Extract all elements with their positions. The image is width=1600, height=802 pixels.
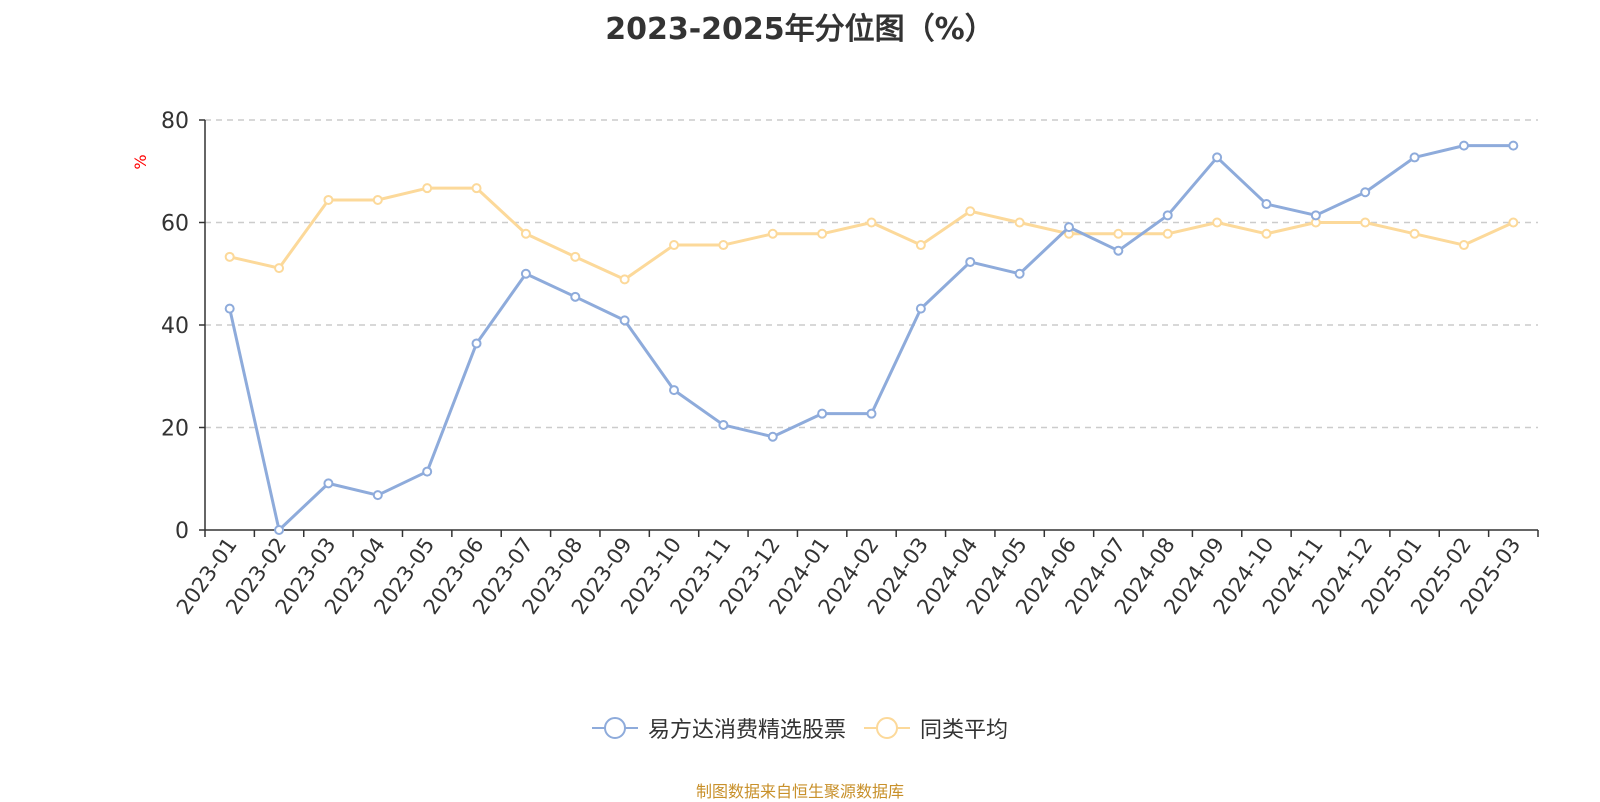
data-point-series-1: [866, 408, 877, 419]
data-point-series-2: [669, 240, 680, 251]
legend-label-series-2: 同类平均: [920, 718, 1009, 743]
data-point-series-1: [520, 268, 531, 279]
chart-title: 2023-2025年分位图（%）: [605, 12, 995, 47]
data-point-series-2: [619, 274, 630, 285]
y-tick-label: 0: [175, 519, 189, 544]
y-tick-label: 60: [161, 212, 189, 237]
data-point-series-2: [1360, 217, 1371, 228]
data-point-series-1: [1261, 199, 1272, 210]
data-point-series-1: [471, 338, 482, 349]
data-point-series-2: [323, 194, 334, 205]
data-point-series-1: [1063, 222, 1074, 233]
data-point-series-1: [1409, 152, 1420, 163]
data-point-series-1: [1360, 187, 1371, 198]
data-point-series-1: [224, 303, 235, 314]
data-point-series-2: [1261, 228, 1272, 239]
data-point-series-2: [866, 217, 877, 228]
data-point-series-2: [1409, 228, 1420, 239]
data-point-series-1: [915, 303, 926, 314]
data-point-series-2: [1014, 217, 1025, 228]
legend-series-1-icon: [591, 717, 638, 739]
series-line-2: [229, 186, 1514, 281]
data-point-series-1: [323, 478, 334, 489]
data-point-series-2: [372, 194, 383, 205]
data-point-series-2: [718, 240, 729, 251]
data-point-series-1: [619, 315, 630, 326]
data-point-series-2: [520, 228, 531, 239]
data-point-series-1: [372, 490, 383, 501]
data-point-series-1: [1113, 245, 1124, 256]
legend-series-2-icon: [864, 717, 910, 739]
data-point-series-1: [767, 431, 778, 442]
legend-item-series-2[interactable]: 同类平均: [864, 712, 1008, 744]
data-point-series-1: [1014, 268, 1025, 279]
data-point-series-2: [274, 263, 285, 274]
data-point-series-2: [965, 206, 976, 217]
data-point-series-2: [1508, 217, 1519, 228]
data-point-series-1: [669, 385, 680, 396]
data-point-series-2: [915, 240, 926, 251]
y-tick-label: 20: [161, 417, 189, 442]
y-tick-label: 40: [161, 314, 189, 339]
series-layer: [224, 140, 1519, 535]
data-point-series-1: [965, 256, 976, 267]
data-point-series-1: [570, 291, 581, 302]
legend-label-series-1: 易方达消费精选股票: [647, 718, 846, 743]
data-point-series-1: [1458, 140, 1469, 151]
source-note: 制图数据来自恒生聚源数据库: [695, 782, 904, 801]
data-point-series-2: [1212, 217, 1223, 228]
data-point-series-2: [1162, 228, 1173, 239]
data-point-series-2: [570, 251, 581, 262]
data-point-series-2: [1113, 228, 1124, 239]
data-point-series-1: [422, 466, 433, 477]
data-point-series-1: [817, 408, 828, 419]
data-point-series-1: [1310, 210, 1321, 221]
grid-layer: [205, 119, 1538, 429]
data-point-series-1: [274, 525, 285, 535]
data-point-series-1: [1212, 152, 1223, 163]
axis-layer: 020406080%2023-012023-022023-032023-0420…: [131, 109, 1539, 619]
data-point-series-1: [1162, 210, 1173, 221]
data-point-series-2: [422, 183, 433, 194]
data-point-series-1: [1508, 140, 1519, 151]
data-point-series-2: [224, 251, 235, 262]
data-point-series-2: [767, 228, 778, 239]
legend-item-series-1[interactable]: 易方达消费精选股票: [591, 712, 846, 744]
data-point-series-2: [471, 183, 482, 194]
data-point-series-2: [1458, 240, 1469, 251]
legend: 易方达消费精选股票 同类平均: [0, 712, 1600, 744]
data-point-series-2: [817, 228, 828, 239]
data-point-series-1: [718, 419, 729, 430]
y-tick-label: 80: [161, 109, 189, 134]
y-axis-label: %: [131, 154, 150, 169]
